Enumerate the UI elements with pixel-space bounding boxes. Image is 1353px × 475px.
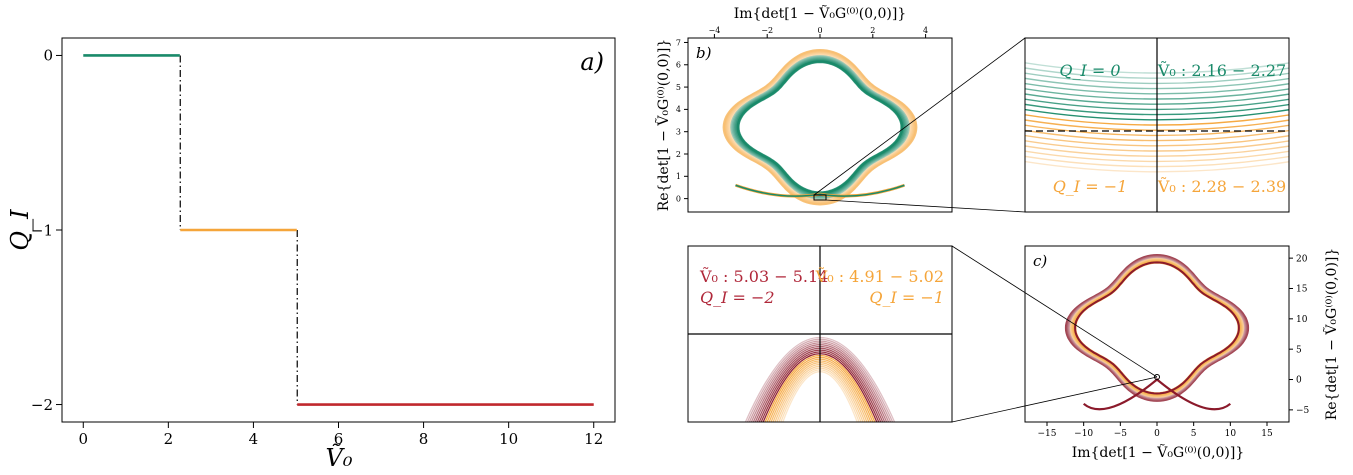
contour-curve	[1070, 258, 1244, 398]
contour-curve	[732, 57, 908, 198]
panel-a-ylabel: Q_I	[6, 209, 34, 251]
y-tick-label: −2	[31, 396, 53, 414]
panel-b-yticks: 0 1 2 3 4 5 6 7	[676, 38, 688, 203]
contour-curve	[728, 54, 912, 201]
panel-a-series	[83, 54, 594, 406]
x-tick-label: −4	[709, 26, 721, 35]
inset-c-label-q2: Q_I = −2	[700, 288, 775, 307]
contour-curve	[731, 56, 909, 199]
panel-a-yticks: 0 −1 −2	[31, 47, 62, 414]
panel-c-curves	[1064, 253, 1250, 411]
x-tick-label: 12	[584, 430, 603, 448]
y-tick-label: 15	[1296, 285, 1308, 295]
panel-a-label: a)	[580, 48, 604, 76]
y-tick-label: 5	[1296, 345, 1302, 355]
panel-b-zoom-box	[813, 194, 827, 201]
inset-b-label-range-green: Ṽ₀ : 2.16 − 2.27	[1157, 60, 1286, 80]
contour-curve	[736, 60, 904, 195]
inset-b-label-q0: Q_I = 0	[1059, 61, 1120, 80]
x-tick-label: 0	[1154, 429, 1160, 439]
y-tick-label: 10	[1296, 315, 1308, 325]
contour-curve	[735, 184, 905, 197]
x-tick-label: 4	[923, 26, 928, 35]
inset-b-label-range-orange: Ṽ₀ : 2.28 − 2.39	[1157, 176, 1286, 196]
x-tick-label: 0	[78, 430, 88, 448]
inset-b-frame	[1024, 37, 1290, 213]
y-tick-label: 5	[676, 83, 681, 92]
contour-curve	[1074, 261, 1240, 395]
panel-b-xticks: −4 −2 0 2 4	[709, 26, 928, 38]
panel-a: a) Ṽ₀ Q_I 0 2 4 6 8 10 12 0 −1 −2	[6, 37, 616, 472]
panel-b-ylabel: Re{det[1 − Ṽ₀G⁽⁰⁾(0,0)]}	[654, 39, 672, 212]
x-tick-label: 10	[1225, 429, 1237, 439]
panel-c-ylabel: Re{det[1 − Ṽ₀G⁽⁰⁾(0,0)]}	[1322, 248, 1340, 421]
y-tick-label: 0	[43, 47, 53, 65]
y-tick-label: 4	[676, 105, 681, 114]
contour-curve	[733, 58, 907, 197]
panel-b-xlabel: Im{det[1 − Ṽ₀G⁽⁰⁾(0,0)]}	[734, 4, 907, 22]
contour-curve	[1073, 261, 1241, 395]
y-tick-label: 6	[676, 61, 681, 70]
contour-curve	[1069, 257, 1245, 398]
contour-curve	[723, 49, 917, 205]
panel-a-frame	[61, 37, 616, 423]
x-tick-label: 2	[164, 430, 174, 448]
panel-b-connector	[813, 37, 1026, 196]
panel-c-zoom-point	[1154, 374, 1160, 380]
y-tick-label: 20	[1296, 254, 1308, 264]
inset-b-label-q1: Q_I = −1	[1053, 177, 1128, 196]
x-tick-label: −5	[1114, 429, 1128, 439]
panel-c-connector	[951, 376, 1158, 423]
inset-c-label-range-red: Ṽ₀ : 5.03 − 5.14	[699, 266, 828, 286]
panel-a-xlabel: Ṽ₀	[326, 443, 353, 472]
panel-b-label: b)	[696, 44, 712, 62]
x-tick-label: −15	[1038, 429, 1057, 439]
x-tick-label: 15	[1261, 429, 1273, 439]
panel-c-yticks: −5 0 5 10 15 20	[1289, 254, 1310, 416]
panel-c: c) Im{det[1 − Ṽ₀G⁽⁰⁾(0,0)]} Re{det[1 − Ṽ…	[951, 245, 1340, 461]
panel-b-connector	[825, 199, 1026, 213]
x-tick-label: 4	[249, 430, 259, 448]
x-tick-label: 10	[499, 430, 518, 448]
panel-b: b) Im{det[1 − Ṽ₀G⁽⁰⁾(0,0)]} Re{det[1 − Ṽ…	[654, 4, 1026, 213]
contour-curve	[726, 52, 914, 203]
contour-curve	[727, 53, 913, 202]
y-tick-label: 7	[676, 38, 681, 47]
inset-c-label-q1: Q_I = −1	[869, 288, 944, 307]
x-tick-label: 8	[419, 430, 429, 448]
panel-c-xticks: −15 −10 −5 0 5 10 15	[1038, 422, 1273, 439]
x-tick-label: 5	[1191, 429, 1197, 439]
panel-c-xlabel: Im{det[1 − Ṽ₀G⁽⁰⁾(0,0)]}	[1072, 443, 1245, 461]
x-tick-label: 6	[334, 430, 344, 448]
y-tick-label: 0	[1296, 376, 1302, 386]
y-tick-label: 0	[676, 194, 681, 203]
contour-curve	[722, 48, 918, 206]
y-tick-label: −1	[31, 221, 53, 239]
contour-curve	[725, 50, 915, 204]
x-tick-label: 0	[817, 26, 822, 35]
x-tick-label: −2	[761, 26, 773, 35]
x-tick-label: 2	[870, 26, 875, 35]
x-tick-label: −10	[1074, 429, 1093, 439]
y-tick-label: 3	[676, 127, 681, 136]
panel-a-xticks: 0 2 4 6 8 10 12	[78, 422, 603, 448]
contour-curve	[737, 60, 903, 194]
contour-curve	[730, 55, 910, 200]
contour-curve	[1066, 255, 1248, 401]
y-tick-label: 2	[676, 150, 681, 159]
inset-b: Q_I = 0 Ṽ₀ : 2.16 − 2.27 Q_I = −1 Ṽ₀ : 2…	[1024, 37, 1290, 213]
y-tick-label: −5	[1296, 406, 1310, 416]
inset-c: Ṽ₀ : 5.03 − 5.14 Q_I = −2 Ṽ₀ : 4.91 − 5.…	[687, 245, 953, 423]
y-tick-label: 1	[676, 172, 681, 181]
contour-curve	[735, 59, 905, 196]
panel-c-connector	[951, 245, 1158, 378]
inset-c-label-range-orange: Ṽ₀ : 4.91 − 5.02	[815, 266, 944, 286]
panel-c-label: c)	[1033, 252, 1047, 270]
panel-b-curves	[722, 48, 918, 206]
inset-c-frame	[687, 245, 953, 423]
